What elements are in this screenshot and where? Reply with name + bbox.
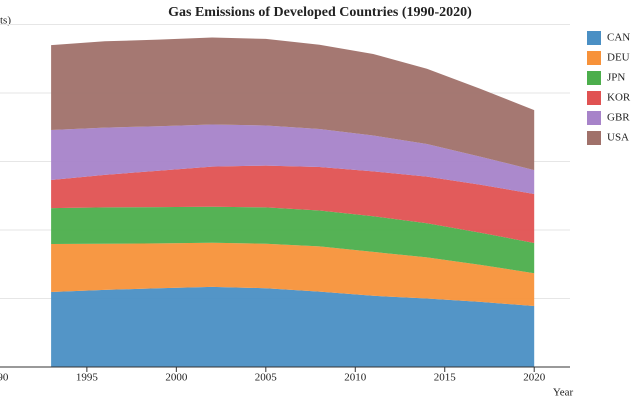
legend-label: DEU [607,52,630,64]
legend-swatch [587,131,601,145]
legend-swatch [587,91,601,105]
legend-label: KOR [607,92,631,104]
y-axis-label: ts) [0,15,11,27]
x-tick-label: 2010 [344,372,367,384]
area [51,206,535,274]
area [51,37,535,171]
legend-label: GBR [607,112,630,124]
legend-swatch [587,71,601,85]
x-tick-label: 2000 [165,372,188,384]
area [51,124,535,194]
x-tick-label: 2020 [523,372,546,384]
legend-label: CAN [607,32,630,44]
x-tick-label: 2005 [255,372,278,384]
x-tick-label: 2015 [434,372,457,384]
legend-swatch [587,31,601,45]
area [51,165,535,243]
legend-swatch [587,111,601,125]
x-axis-label: Year [553,387,574,399]
area [51,286,535,367]
x-tick-label: 1995 [76,372,99,384]
legend-label: JPN [607,72,625,84]
area [51,242,535,306]
chart-title: Gas Emissions of Developed Countries (19… [168,5,472,20]
x-tick-label: 1990 [0,372,9,384]
legend-swatch [587,51,601,65]
legend-label: USA [607,132,629,144]
